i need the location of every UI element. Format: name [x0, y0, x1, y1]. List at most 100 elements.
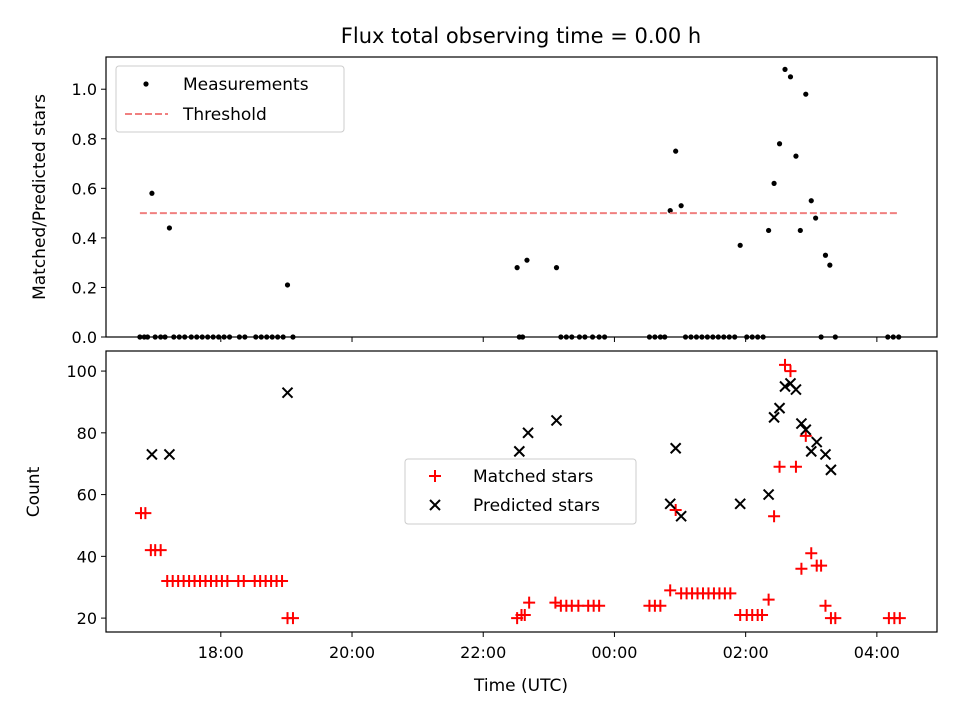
x-axis-label: Time (UTC)	[473, 676, 568, 696]
legend-predicted-stars-marker	[429, 499, 441, 511]
x-tick-label: 20:00	[329, 643, 375, 662]
predicted-stars-point	[281, 386, 294, 399]
measurement-point	[673, 148, 679, 154]
measurement-point	[797, 227, 803, 234]
x-tick-label: 22:00	[460, 643, 506, 662]
matched-stars-point	[654, 599, 667, 612]
measurement-point	[787, 74, 794, 80]
x-tick-label: 18:00	[198, 643, 244, 662]
bottom-axes-frame	[105, 350, 938, 633]
predicted-stars-point	[513, 445, 526, 458]
measurement-point	[808, 198, 814, 204]
matched-stars-point	[221, 575, 234, 588]
predicted-stars-point	[146, 448, 158, 461]
top-chart-title: Flux total observing time = 0.00 h	[341, 24, 701, 48]
measurement-point	[667, 208, 673, 214]
matched-stars-point	[773, 460, 786, 473]
bottom-legend: Matched stars Predicted stars	[404, 458, 637, 525]
predicted-stars-point	[773, 402, 786, 414]
matched-stars-point	[805, 547, 818, 560]
x-tick-label: 04:00	[854, 643, 900, 662]
predicted-stars-point	[811, 436, 823, 448]
matched-stars-point	[724, 587, 737, 600]
matched-stars-point	[664, 584, 677, 597]
y-tick-label: 60	[77, 486, 97, 505]
measurement-point	[514, 265, 520, 271]
series-predicted-stars	[146, 377, 837, 522]
bottom-plot-area: 20 40 60 80 100 18:00 20:00 22:00 00:00 02:00 04:0…	[66, 350, 938, 662]
y-tick-label: 20	[77, 609, 97, 628]
legend-threshold-label: Threshold	[182, 105, 267, 125]
measurement-point	[803, 91, 809, 97]
matched-stars-point	[756, 609, 769, 622]
y-tick-label: 40	[77, 547, 97, 566]
matched-stars-point	[669, 504, 682, 517]
predicted-stars-point	[522, 427, 534, 439]
measurement-point	[771, 180, 777, 186]
measurement-point	[524, 257, 530, 263]
top-legend: Measurements Threshold	[115, 65, 345, 133]
y-tick-label: 0.0	[72, 328, 97, 347]
predicted-stars-point	[779, 380, 791, 393]
matched-stars-point	[789, 460, 802, 473]
matched-stars-point	[762, 593, 775, 606]
matched-stars-point	[819, 599, 832, 612]
measurement-point	[827, 262, 833, 268]
matched-stars-point	[815, 559, 828, 572]
predicted-stars-point	[664, 498, 676, 510]
top-plot-area: 0.0 0.2 0.4 0.6 0.8 1.0	[72, 56, 938, 347]
matched-stars-point	[893, 612, 906, 625]
measurement-point	[678, 203, 684, 209]
predicted-stars-point	[669, 442, 682, 454]
measurement-point	[822, 252, 829, 258]
predicted-stars-point	[734, 498, 746, 510]
x-tick-label: 02:00	[723, 643, 769, 662]
x-tick-label: 00:00	[591, 643, 637, 662]
predicted-stars-point	[163, 448, 176, 461]
series-matched-stars	[134, 358, 906, 625]
predicted-stars-point	[768, 411, 780, 424]
matched-stars-point	[523, 596, 536, 609]
top-y-axis-label: Matched/Predicted stars	[30, 94, 50, 300]
matched-stars-point	[549, 596, 562, 609]
matched-stars-point	[154, 544, 167, 557]
measurement-point	[766, 227, 772, 234]
matched-stars-point	[237, 575, 250, 588]
matched-stars-point	[779, 358, 792, 371]
predicted-stars-point	[675, 510, 687, 522]
predicted-stars-point	[795, 417, 808, 430]
measurement-point	[284, 282, 291, 288]
matched-stars-point	[139, 507, 152, 520]
measurement-point	[782, 66, 788, 72]
top-axes-frame	[105, 56, 938, 338]
matched-stars-point	[593, 599, 606, 612]
measurement-point	[149, 190, 155, 196]
predicted-stars-point	[800, 424, 812, 436]
y-tick-label: 1.0	[72, 80, 97, 99]
legend-matched-stars-marker	[429, 470, 441, 482]
measurement-point	[553, 265, 560, 271]
predicted-stars-point	[825, 464, 837, 476]
matched-stars-point	[799, 429, 812, 442]
y-tick-label: 0.2	[72, 278, 97, 297]
legend-measurements-label: Measurements	[183, 75, 309, 95]
predicted-stars-point	[762, 488, 775, 501]
matched-stars-point	[518, 609, 531, 622]
predicted-stars-point	[805, 445, 817, 458]
predicted-stars-point	[790, 383, 802, 396]
legend-measurements-marker	[143, 81, 149, 87]
measurement-point	[166, 225, 173, 231]
matched-stars-point	[286, 612, 299, 625]
measurement-point	[776, 141, 783, 147]
measurement-point	[793, 153, 799, 159]
predicted-stars-point	[819, 448, 832, 461]
matched-stars-point	[784, 365, 797, 378]
bottom-y-axis-label: Count	[24, 466, 44, 517]
y-tick-label: 0.4	[72, 229, 97, 248]
matched-stars-point	[795, 562, 808, 575]
measurement-point	[813, 215, 819, 221]
matched-stars-point	[829, 612, 842, 625]
matched-stars-point	[768, 510, 781, 523]
y-tick-label: 0.6	[72, 179, 97, 198]
